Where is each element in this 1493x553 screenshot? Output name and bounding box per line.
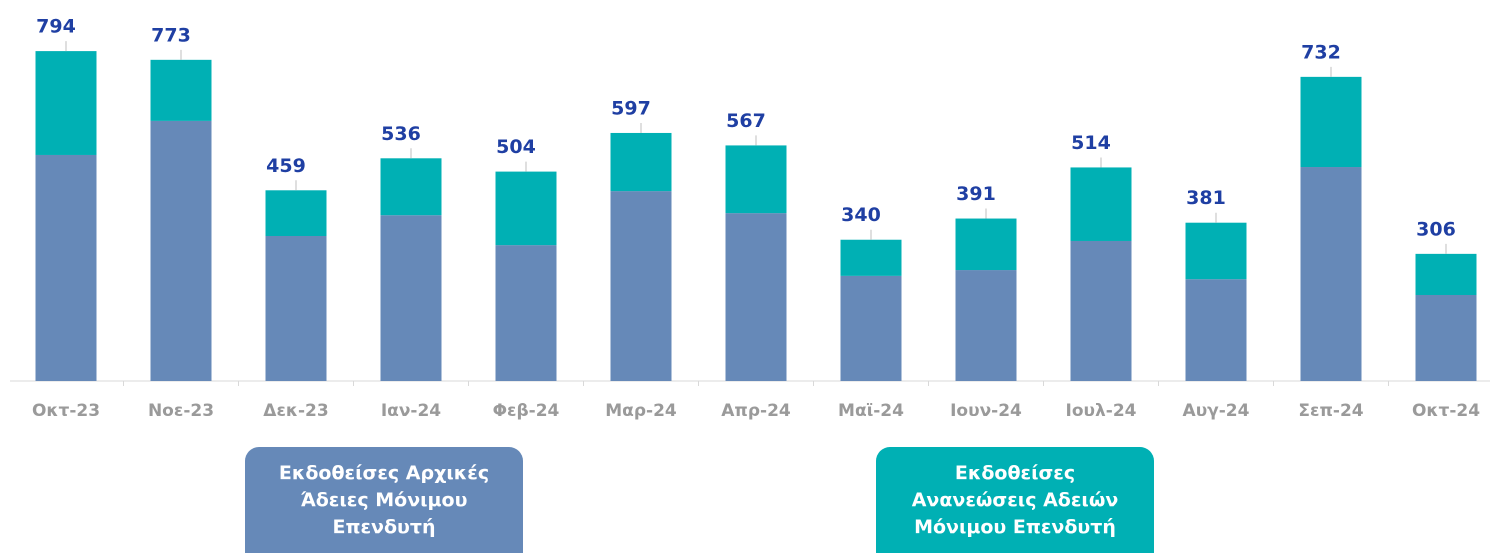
bar-segment <box>1300 76 1362 168</box>
x-tick-label: Ιαν-24 <box>381 401 441 421</box>
bar-segment <box>610 191 672 381</box>
bar-segment <box>150 59 212 121</box>
x-tick-label: Νοε-23 <box>148 401 214 421</box>
x-tick-label: Οκτ-23 <box>32 401 100 421</box>
data-label: 597 <box>611 97 651 119</box>
bar-segment <box>1415 253 1477 295</box>
bar-segment <box>955 218 1017 271</box>
x-tick-label: Αυγ-24 <box>1183 401 1250 421</box>
legend-item: Εκδοθείσες Ανανεώσεις Αδειών Μόνιμου Επε… <box>876 447 1154 553</box>
data-label: 732 <box>1301 41 1341 63</box>
x-tick-label: Ιουν-24 <box>950 401 1022 421</box>
chart: 794 Οκτ-23 773 Νοε-23 459 Δεκ-23 536 Ιαν-24 504 Φ… <box>10 16 1490 421</box>
bar-segment <box>35 51 97 155</box>
bar-segment <box>1185 222 1247 280</box>
data-label: 536 <box>381 123 421 145</box>
x-tick-label: Απρ-24 <box>721 401 791 421</box>
bar-segment <box>725 213 787 381</box>
data-label: 567 <box>726 110 766 132</box>
data-label: 459 <box>266 155 306 177</box>
bar-segment <box>955 270 1017 381</box>
bar-segment <box>840 275 902 381</box>
data-label: 391 <box>956 183 996 205</box>
legend-item: Εκδοθείσες Αρχικές Άδειες Μόνιμου Επενδυ… <box>245 447 523 553</box>
x-tick-label: Μαϊ-24 <box>838 401 904 421</box>
bar-segment <box>1415 294 1477 381</box>
bar-segment <box>380 158 442 216</box>
x-tick-label: Ιουλ-24 <box>1066 401 1137 421</box>
data-label: 306 <box>1416 218 1456 240</box>
bar-segment <box>1300 167 1362 381</box>
x-tick-label: Οκτ-24 <box>1412 401 1480 421</box>
bar-segment <box>495 245 557 381</box>
x-tick-label: Φεβ-24 <box>493 401 560 421</box>
x-tick-label: Σεπ-24 <box>1298 401 1363 421</box>
bar-segment <box>35 154 97 381</box>
data-label: 504 <box>496 136 536 158</box>
bar-segment <box>150 120 212 381</box>
bar-segment <box>840 239 902 276</box>
x-tick-label: Δεκ-23 <box>263 401 328 421</box>
data-label: 773 <box>151 24 191 46</box>
data-label: 794 <box>36 16 76 38</box>
bar-segment <box>1070 167 1132 241</box>
data-label: 514 <box>1071 132 1111 154</box>
bar-segment <box>495 171 557 246</box>
bar-segment <box>725 145 787 214</box>
bar-segment <box>610 132 672 192</box>
data-label: 381 <box>1186 187 1226 209</box>
bar-segment <box>1185 279 1247 381</box>
bar-segment <box>1070 240 1132 381</box>
bar-segment <box>265 190 327 236</box>
x-tick-label: Μαρ-24 <box>605 401 677 421</box>
bar-segment <box>265 235 327 381</box>
data-label: 340 <box>841 204 881 226</box>
bar-segment <box>380 215 442 381</box>
